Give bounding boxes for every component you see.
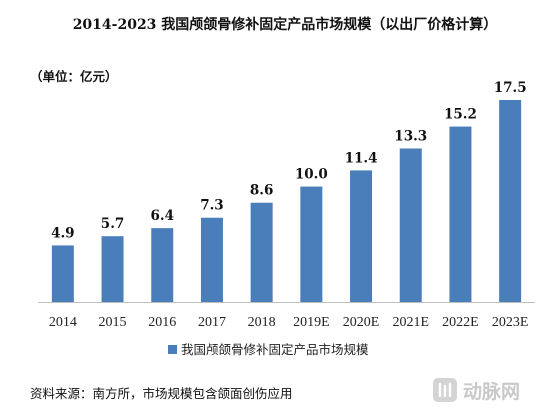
x-tick-label-2017: 2017 (198, 315, 226, 330)
value-label-2020E: 11.4 (345, 150, 378, 166)
x-tick-label-2020E: 2020E (343, 315, 380, 330)
unit-note: （单位：亿元） (30, 69, 118, 84)
value-label-2018: 8.6 (250, 183, 274, 199)
x-tick-label-2023E: 2023E (492, 315, 529, 330)
value-label-2016: 6.4 (151, 208, 175, 224)
x-tick-label-2015: 2015 (99, 315, 127, 330)
bar-2020E (350, 170, 373, 302)
value-label-2019E: 10.0 (295, 167, 328, 183)
value-label-2023E: 17.5 (494, 80, 527, 96)
x-tick-label-2016: 2016 (148, 315, 176, 330)
bar-2017 (200, 217, 223, 302)
legend: 我国颅颌骨修补固定产品市场规模 (168, 342, 369, 357)
bar-group (51, 100, 522, 302)
bar-2015 (101, 236, 124, 302)
legend-label: 我国颅颌骨修补固定产品市场规模 (181, 342, 369, 357)
watermark: 动脉网 (433, 378, 520, 403)
x-tick-label-2022E: 2022E (442, 315, 479, 330)
value-label-2017: 7.3 (200, 198, 224, 214)
x-tick-label-2014: 2014 (49, 315, 77, 330)
bar-2022E (449, 126, 472, 302)
value-label-2022E: 15.2 (444, 107, 477, 123)
bar-2016 (151, 228, 174, 302)
legend-swatch (168, 345, 177, 354)
x-tick-label-2018: 2018 (248, 315, 276, 330)
watermark-text: 动脉网 (463, 380, 520, 403)
bar-2014 (51, 245, 74, 302)
value-label-2015: 5.7 (101, 216, 125, 232)
x-tick-label-2019E: 2019E (293, 315, 330, 330)
source-note: 资料来源：南方所，市场规模包含颌面创伤应用 (30, 386, 293, 401)
bar-2023E (499, 100, 522, 302)
bar-2021E (399, 148, 422, 302)
x-tick-label-2021E: 2021E (392, 315, 429, 330)
value-label-2021E: 13.3 (394, 128, 427, 144)
value-label-2014: 4.9 (51, 225, 75, 241)
chart-title: 2014-2023 我国颅颌骨修补固定产品市场规模（以出厂价格计算） (73, 16, 498, 33)
value-label-group: 4.9 5.7 6.4 7.3 8.6 10.0 11.4 13.3 15.2 17.5 (51, 80, 526, 241)
watermark-logo-icon (433, 378, 457, 402)
bar-2018 (250, 202, 273, 302)
x-tick-label-group: 2014 2015 2016 2017 2018 2019E 2020E 2021E 2022E… (49, 315, 529, 330)
bar-2019E (300, 186, 323, 302)
